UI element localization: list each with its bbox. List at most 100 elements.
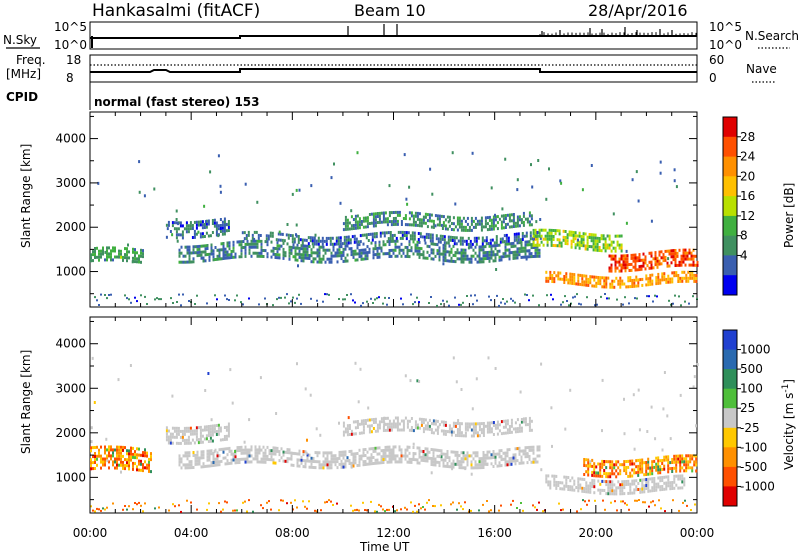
data-cell bbox=[196, 450, 199, 454]
data-cell bbox=[603, 463, 606, 466]
data-cell bbox=[370, 430, 373, 434]
data-cell bbox=[188, 463, 191, 467]
data-cell bbox=[638, 259, 641, 263]
data-cell bbox=[134, 462, 136, 466]
data-cell bbox=[336, 248, 339, 252]
data-cell bbox=[684, 248, 687, 252]
data-cell bbox=[602, 246, 605, 250]
data-cell bbox=[120, 463, 122, 467]
data-cell bbox=[536, 240, 539, 244]
clutter-cell bbox=[428, 499, 430, 502]
data-cell bbox=[458, 431, 461, 435]
data-cell bbox=[661, 462, 664, 465]
clutter-cell bbox=[94, 510, 96, 513]
data-cell bbox=[408, 419, 411, 423]
clutter-cell bbox=[460, 505, 462, 508]
clutter-cell bbox=[130, 301, 132, 304]
data-cell bbox=[444, 253, 447, 257]
data-cell bbox=[222, 254, 225, 257]
sparse-cell bbox=[692, 385, 695, 389]
data-cell bbox=[544, 234, 547, 238]
data-cell bbox=[449, 235, 452, 239]
cpid-label: CPID bbox=[6, 90, 38, 104]
data-cell bbox=[645, 470, 648, 473]
data-cell bbox=[418, 221, 421, 225]
data-cell bbox=[635, 278, 638, 282]
data-cell bbox=[478, 425, 481, 429]
data-cell bbox=[536, 234, 539, 238]
clutter-cell bbox=[478, 509, 480, 512]
data-cell bbox=[616, 260, 619, 264]
data-cell bbox=[657, 272, 660, 276]
data-cell bbox=[223, 223, 226, 227]
data-cell bbox=[232, 455, 235, 459]
data-cell bbox=[592, 233, 595, 237]
data-cell bbox=[492, 450, 495, 453]
x-tick-label: 20:00 bbox=[579, 526, 614, 540]
data-cell bbox=[193, 235, 196, 239]
data-cell bbox=[398, 448, 401, 452]
data-cell bbox=[567, 278, 570, 282]
sparse-cell bbox=[612, 212, 615, 216]
data-cell bbox=[673, 271, 676, 275]
velocity-colorbar-label: Velocity [m s-1] bbox=[781, 379, 796, 470]
data-cell bbox=[282, 247, 285, 251]
clutter-cell bbox=[416, 296, 418, 299]
data-cell bbox=[346, 253, 349, 257]
data-cell bbox=[585, 487, 588, 491]
data-cell bbox=[465, 239, 468, 243]
data-cell bbox=[482, 428, 485, 431]
data-cell bbox=[424, 418, 427, 422]
data-cell bbox=[514, 430, 517, 434]
data-cell bbox=[183, 426, 186, 430]
data-cell bbox=[600, 237, 603, 241]
data-cell bbox=[92, 461, 94, 465]
data-cell bbox=[629, 285, 632, 289]
data-cell bbox=[645, 464, 648, 467]
data-cell bbox=[520, 429, 523, 433]
data-cell bbox=[329, 242, 332, 246]
data-cell bbox=[364, 463, 367, 466]
data-cell bbox=[212, 452, 215, 455]
data-cell bbox=[617, 480, 620, 484]
data-cell bbox=[309, 239, 312, 243]
data-cell bbox=[177, 227, 180, 231]
data-cell bbox=[504, 460, 507, 464]
data-cell bbox=[202, 462, 205, 466]
clutter-cell bbox=[660, 507, 662, 510]
data-cell bbox=[488, 456, 491, 460]
data-cell bbox=[210, 464, 213, 468]
data-cell bbox=[238, 461, 241, 464]
data-cell bbox=[199, 425, 202, 429]
data-cell bbox=[378, 240, 381, 244]
data-cell bbox=[692, 248, 695, 252]
data-cell bbox=[677, 454, 680, 458]
data-cell bbox=[460, 451, 463, 455]
data-cell bbox=[610, 266, 613, 270]
data-cell bbox=[658, 250, 661, 254]
data-cell bbox=[326, 463, 329, 467]
data-cell bbox=[339, 242, 342, 246]
data-cell bbox=[559, 487, 562, 491]
data-cell bbox=[183, 438, 186, 442]
sparse-cell bbox=[315, 427, 318, 431]
data-cell bbox=[251, 233, 254, 237]
data-cell bbox=[300, 256, 303, 260]
data-cell bbox=[180, 460, 183, 464]
sparse-cell bbox=[637, 199, 640, 203]
data-cell bbox=[466, 457, 469, 461]
data-cell bbox=[598, 240, 601, 243]
data-cell bbox=[518, 449, 521, 453]
data-cell bbox=[426, 250, 429, 254]
data-cell bbox=[599, 491, 602, 495]
clutter-cell bbox=[240, 301, 242, 304]
data-cell bbox=[663, 275, 666, 279]
data-cell bbox=[375, 232, 378, 236]
colorbar-segment bbox=[723, 255, 737, 276]
data-cell bbox=[599, 282, 602, 286]
clutter-cell bbox=[326, 500, 328, 503]
sparse-cell bbox=[631, 178, 634, 182]
data-cell bbox=[528, 445, 531, 449]
data-cell bbox=[622, 260, 625, 264]
data-cell bbox=[450, 462, 453, 466]
